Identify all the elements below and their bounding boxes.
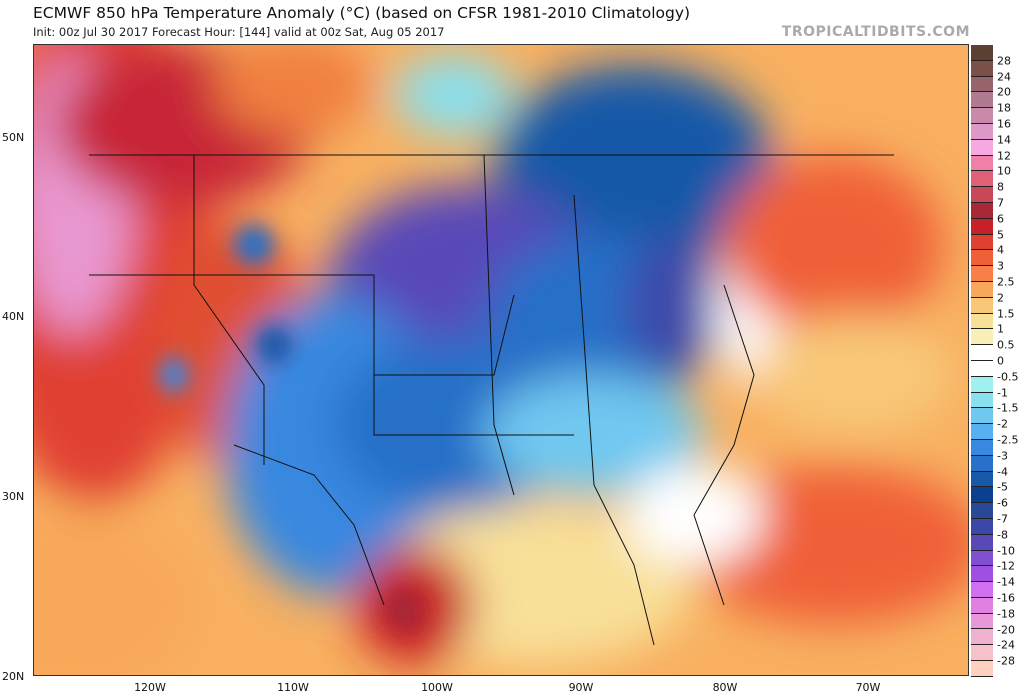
colorbar-swatch: [971, 408, 993, 425]
colorbar-label: 20: [997, 85, 1011, 99]
colorbar-swatch: [971, 566, 993, 583]
colorbar-swatch: [971, 297, 993, 314]
colorbar-label: -2: [997, 417, 1008, 431]
colorbar-label: 3: [997, 259, 1004, 273]
colorbar-label: 4: [997, 243, 1004, 257]
colorbar-swatch: [971, 108, 993, 124]
lon-label: 90W: [568, 681, 594, 694]
colorbar-swatch: [971, 645, 993, 662]
colorbar-swatch: [971, 281, 993, 298]
lat-label: 40N: [2, 310, 25, 323]
colorbar-label: -14: [997, 575, 1015, 589]
colorbar-label: 24: [997, 70, 1011, 84]
colorbar-swatch: [971, 582, 993, 598]
colorbar-swatch: [971, 518, 993, 535]
colorbar-swatch: [971, 171, 993, 188]
colorbar-swatch: [971, 92, 993, 109]
colorbar-swatch: [971, 60, 993, 77]
lon-label: 80W: [712, 681, 738, 694]
colorbar-label: -4: [997, 465, 1008, 479]
colorbar-label: 1: [997, 322, 1004, 336]
colorbar-swatch: [971, 376, 993, 393]
colorbar-swatch: [971, 503, 993, 519]
brand-watermark: TROPICALTIDBITS.COM: [781, 24, 970, 40]
colorbar-swatch: [971, 202, 993, 219]
colorbar-swatch: [971, 613, 993, 630]
colorbar-swatch: [971, 471, 993, 488]
colorbar-swatch: [971, 455, 993, 472]
colorbar-swatch: [971, 345, 993, 361]
colorbar-swatch: [971, 661, 993, 677]
colorbar-label: 18: [997, 101, 1011, 115]
colorbar-label: -18: [997, 607, 1015, 621]
colorbar-label: 6: [997, 212, 1004, 226]
colorbar-label: 8: [997, 180, 1004, 194]
colorbar-label: -0.5: [997, 370, 1019, 384]
colorbar-label: 2: [997, 291, 1004, 305]
colorbar-swatch: [971, 392, 993, 409]
colorbar-label: 5: [997, 228, 1004, 242]
colorbar-swatch: [971, 629, 993, 646]
colorbar-label: 0: [997, 354, 1004, 368]
map-title: ECMWF 850 hPa Temperature Anomaly (°C) (…: [33, 4, 691, 22]
lon-label: 100W: [421, 681, 453, 694]
colorbar-swatch: [971, 313, 993, 330]
colorbar-swatch: [971, 550, 993, 567]
colorbar-label: -12: [997, 559, 1015, 573]
colorbar-swatch: [971, 218, 993, 235]
colorbar-label: 7: [997, 196, 1004, 210]
colorbar-label: -28: [997, 654, 1015, 668]
colorbar-swatch: [971, 597, 993, 614]
colorbar-swatch: [971, 250, 993, 267]
colorbar-label: 0.5: [997, 338, 1015, 352]
colorbar-label: -8: [997, 528, 1008, 542]
colorbar-label: 1.5: [997, 307, 1015, 321]
colorbar-swatch: [971, 487, 993, 504]
lat-label: 50N: [2, 131, 25, 144]
colorbar-label: -2.5: [997, 433, 1019, 447]
colorbar-swatch: [971, 424, 993, 440]
colorbar-label: 12: [997, 149, 1011, 163]
colorbar: [971, 45, 993, 677]
colorbar-swatch: [971, 139, 993, 156]
colorbar-swatch: [971, 123, 993, 140]
map-subtitle: Init: 00z Jul 30 2017 Forecast Hour: [14…: [33, 25, 445, 39]
colorbar-swatch: [971, 234, 993, 251]
colorbar-swatch: [971, 187, 993, 203]
colorbar-swatch: [971, 534, 993, 551]
colorbar-swatch: [971, 439, 993, 456]
lon-label: 110W: [277, 681, 309, 694]
colorbar-label: -3: [997, 449, 1008, 463]
colorbar-swatch: [971, 155, 993, 172]
lat-label: 30N: [2, 490, 25, 503]
colorbar-label: -10: [997, 544, 1015, 558]
lat-label: 20N: [2, 670, 25, 683]
anomaly-map: [33, 44, 969, 676]
colorbar-label: -6: [997, 496, 1008, 510]
colorbar-label: 16: [997, 117, 1011, 131]
colorbar-label: 10: [997, 164, 1011, 178]
colorbar-label: -5: [997, 480, 1008, 494]
colorbar-swatch: [971, 266, 993, 282]
colorbar-swatch: [971, 76, 993, 93]
colorbar-label: -1.5: [997, 401, 1019, 415]
colorbar-label: 28: [997, 54, 1011, 68]
colorbar-label: -24: [997, 638, 1015, 652]
colorbar-swatch: [971, 45, 993, 61]
colorbar-label: -7: [997, 512, 1008, 526]
colorbar-swatch: [971, 360, 993, 377]
lon-label: 70W: [855, 681, 881, 694]
colorbar-swatch: [971, 329, 993, 346]
colorbar-label: 2.5: [997, 275, 1015, 289]
colorbar-label: 14: [997, 133, 1011, 147]
lon-label: 120W: [134, 681, 166, 694]
colorbar-label: -16: [997, 591, 1015, 605]
colorbar-label: -20: [997, 623, 1015, 637]
colorbar-label: -1: [997, 386, 1008, 400]
